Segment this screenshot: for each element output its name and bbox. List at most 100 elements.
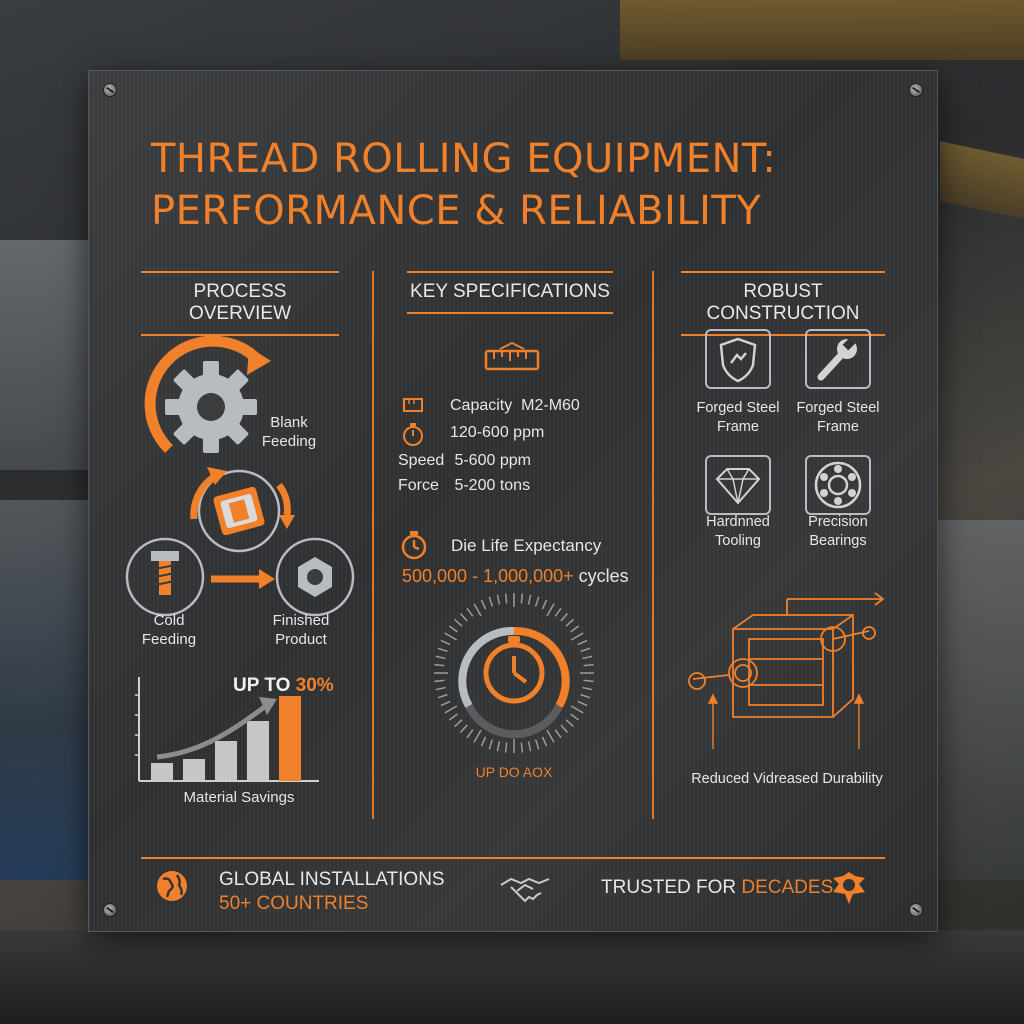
savings-bar — [151, 763, 173, 781]
gauge-tick — [454, 719, 463, 728]
ruler-icon — [403, 398, 423, 412]
gauge-tick — [546, 729, 555, 743]
gauge-tick — [435, 655, 446, 660]
construction-label: Precision Bearings — [808, 514, 868, 549]
gauge-tick — [440, 700, 451, 707]
gear-badge-icon — [833, 872, 865, 904]
gauge-tick — [577, 700, 588, 707]
screw-icon — [103, 903, 117, 917]
gauge-tick — [577, 639, 588, 646]
stopwatch-icon — [483, 636, 545, 704]
die-life-value: 500,000 - 1,000,000+ cycles — [402, 566, 629, 586]
gauge-tick — [570, 632, 584, 641]
savings-headline: UP TO 30% — [233, 675, 334, 696]
gauge-tick — [473, 603, 482, 617]
gauge-tick — [560, 613, 569, 622]
savings-bar — [247, 721, 269, 781]
finished-product-label: Finished Product — [272, 612, 330, 648]
background-machine — [0, 500, 95, 880]
diamond-icon — [705, 455, 771, 515]
machine-cutaway-diagram — [688, 592, 885, 749]
gauge-tick — [565, 618, 574, 627]
background-beam — [620, 0, 1024, 60]
process-heading: PROCESS OVERVIEW — [141, 271, 339, 336]
gauge-tick — [437, 647, 448, 653]
construction-label: Forged Steel Frame — [796, 400, 880, 435]
gauge-tick — [444, 632, 458, 641]
screw-icon — [103, 83, 117, 97]
stopwatch-icon — [401, 531, 427, 560]
shield-icon — [705, 329, 771, 389]
gauge-tick — [434, 663, 445, 667]
bearing-icon — [805, 455, 871, 515]
info-panel: THREAD ROLLING EQUIPMENT: PERFORMANCE & … — [88, 70, 938, 932]
diagram-caption: Reduced Vidreased Durability — [691, 771, 883, 787]
gauge-tick — [496, 594, 501, 605]
gauge-tick — [570, 625, 580, 633]
screw-blank-icon — [151, 551, 179, 595]
gauge-tick — [520, 593, 524, 604]
spec-rate: 120-600 ppm — [450, 424, 545, 441]
gear-icon — [165, 361, 257, 453]
gauge-caption: UP DO AOX — [475, 764, 553, 780]
footer-divider — [141, 857, 885, 859]
nut-icon — [298, 557, 332, 597]
trusted-label: TRUSTED FOR DECADES — [601, 877, 834, 898]
gauge-tick — [444, 705, 458, 714]
spec-capacity: Capacity M2-M60 — [450, 397, 580, 414]
spec-speed: Speed 5-600 ppm — [398, 452, 531, 469]
global-installations-value: 50+ COUNTRIES — [219, 893, 369, 914]
cold-feeding-label: Cold Feeding — [141, 612, 197, 648]
gauge-tick — [534, 739, 540, 750]
savings-bar — [215, 741, 237, 781]
gauge-tick — [580, 647, 591, 653]
column-divider — [652, 271, 654, 819]
blank-feeding-label: Blank Feeding — [261, 414, 317, 450]
gauge-tick — [488, 739, 494, 750]
gauge-tick — [546, 603, 555, 617]
gauge-tick — [527, 594, 532, 605]
gauge-tick — [466, 607, 474, 617]
background-beam — [940, 141, 1024, 219]
gauge-tick — [565, 719, 574, 728]
process-diagram — [125, 335, 355, 617]
gauge-tick — [437, 693, 448, 699]
title-line-1: THREAD ROLLING EQUIPMENT: — [151, 136, 777, 182]
gauge-tick — [454, 618, 463, 627]
screw-icon — [909, 83, 923, 97]
gauge-tick — [466, 729, 474, 739]
gauge-tick — [459, 724, 468, 733]
gauge-tick — [459, 613, 468, 622]
gauge-tick — [504, 742, 508, 753]
background-window — [0, 240, 90, 470]
savings-label: Material Savings — [183, 789, 295, 806]
spec-force: Force 5-200 tons — [398, 477, 531, 494]
gauge-tick — [504, 593, 508, 604]
handshake-icon — [500, 877, 550, 903]
background-machine — [935, 520, 1024, 880]
die-icon — [213, 486, 265, 536]
construction-label: Forged Steel Frame — [696, 400, 780, 435]
die-life-label: Die Life Expectancy — [451, 536, 602, 555]
gauge-tick — [554, 729, 562, 739]
gauge-tick — [480, 599, 487, 610]
gauge-tick — [583, 679, 594, 683]
column-divider — [372, 271, 374, 819]
rotation-arrow-icon — [144, 335, 261, 453]
trend-arrow-icon — [156, 703, 269, 760]
gauge-tick — [554, 607, 562, 617]
gauge-tick — [580, 693, 591, 699]
gauge-tick — [488, 596, 494, 607]
lifetime-gauge — [434, 593, 594, 753]
gauge-tick — [435, 686, 446, 691]
page-title: THREAD ROLLING EQUIPMENT: PERFORMANCE & … — [151, 133, 776, 237]
gauge-tick — [582, 655, 593, 660]
globe-icon — [157, 871, 187, 901]
gauge-tick — [448, 713, 458, 721]
gauge-tick — [560, 724, 569, 733]
gauge-tick — [473, 729, 482, 743]
gauge-tick — [570, 705, 584, 714]
construction-label: Hardnned Tooling — [706, 514, 770, 549]
title-line-2: PERFORMANCE & RELIABILITY — [151, 188, 762, 234]
gauge-tick — [541, 736, 548, 747]
